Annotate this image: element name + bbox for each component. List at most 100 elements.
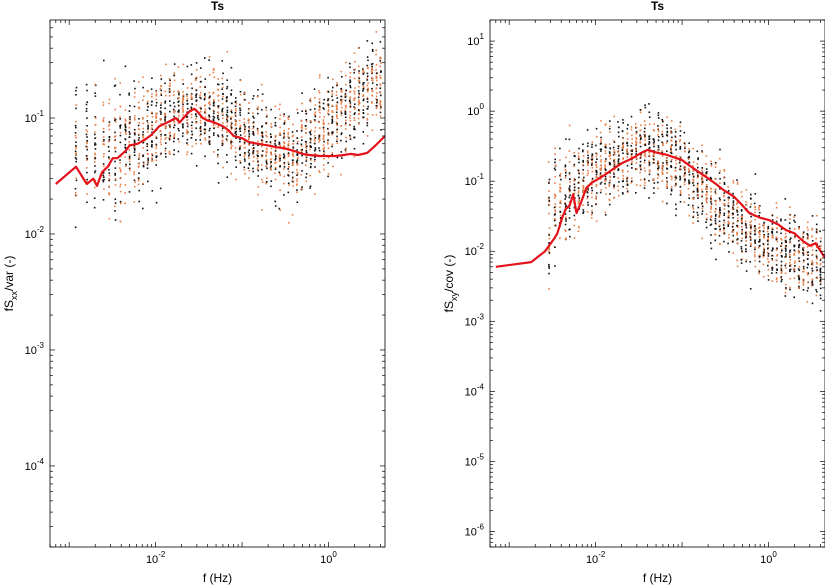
scatter-point (697, 166, 699, 169)
scatter-point (741, 195, 743, 198)
scatter-point (199, 119, 202, 122)
scatter-point (631, 142, 633, 145)
scatter-point (238, 148, 241, 151)
scatter-point (767, 251, 769, 254)
scatter-point (639, 138, 642, 141)
scatter-point (577, 194, 580, 197)
scatter-point (296, 163, 299, 166)
scatter-point (564, 198, 566, 200)
scatter-point (684, 147, 686, 150)
scatter-point (666, 177, 668, 179)
scatter-point (322, 144, 325, 146)
y-tick-label: 10-4 (465, 382, 485, 398)
scatter-point (750, 228, 752, 230)
scatter-point (714, 166, 717, 168)
scatter-point (736, 203, 738, 205)
scatter-point (605, 123, 607, 125)
scatter-point (257, 140, 259, 143)
scatter-point (656, 162, 659, 165)
scatter-point (767, 253, 770, 255)
scatter-point (195, 99, 198, 101)
scatter-point (125, 151, 127, 153)
scatter-point (732, 202, 735, 204)
scatter-point (340, 110, 343, 112)
scatter-point (710, 201, 712, 203)
scatter-point (749, 235, 751, 237)
scatter-point (248, 129, 250, 132)
scatter-point (221, 140, 224, 143)
scatter-point (234, 147, 237, 149)
scatter-point (657, 134, 659, 136)
scatter-point (705, 217, 708, 220)
scatter-point (353, 90, 356, 93)
scatter-point (719, 178, 721, 180)
scatter-point (626, 142, 628, 145)
scatter-point (732, 181, 735, 184)
scatter-point (375, 64, 378, 66)
scatter-point (159, 119, 162, 121)
scatter-point (340, 101, 343, 103)
scatter-point (371, 79, 374, 82)
scatter-point (582, 209, 585, 211)
scatter-point (124, 165, 127, 167)
scatter-point (173, 140, 175, 143)
scatter-point (653, 182, 656, 184)
scatter-point (710, 247, 713, 250)
scatter-point (705, 168, 708, 170)
scatter-point (688, 161, 691, 164)
scatter-point (767, 255, 770, 257)
scatter-point (142, 182, 144, 185)
scatter-point (600, 150, 602, 152)
scatter-point (230, 172, 233, 175)
scatter-point (332, 78, 334, 81)
scatter-point (226, 111, 229, 114)
scatter-point (634, 123, 637, 125)
scatter-point (670, 186, 673, 188)
scatter-point (762, 250, 765, 252)
scatter-point (292, 134, 294, 137)
scatter-point (200, 128, 202, 131)
scatter-point (710, 163, 713, 165)
scatter-point (181, 101, 184, 104)
scatter-point (600, 181, 603, 184)
scatter-point (688, 181, 691, 184)
scatter-point (336, 124, 339, 127)
scatter-point (666, 161, 668, 164)
scatter-point (318, 105, 321, 108)
scatter-point (345, 140, 347, 143)
scatter-point (776, 280, 778, 283)
scatter-point (564, 194, 567, 196)
scatter-point (169, 125, 171, 128)
scatter-point (114, 121, 117, 123)
scatter-point (353, 155, 356, 158)
scatter-point (569, 194, 571, 196)
scatter-point (740, 259, 743, 261)
scatter-point (617, 126, 620, 129)
scatter-point (151, 128, 154, 131)
scatter-point (288, 137, 290, 139)
scatter-point (732, 234, 734, 237)
scatter-point (371, 67, 373, 70)
scatter-point (670, 127, 672, 129)
scatter-point (754, 248, 756, 251)
scatter-point (247, 112, 250, 114)
scatter-point (353, 97, 355, 100)
scatter-point (332, 111, 334, 114)
scatter-point (247, 118, 250, 121)
scatter-point (802, 254, 805, 256)
scatter-point (103, 143, 105, 146)
scatter-point (590, 192, 593, 195)
scatter-point (128, 154, 131, 156)
scatter-point (788, 242, 791, 244)
scatter-point (147, 159, 149, 161)
scatter-point (635, 184, 638, 186)
scatter-point (617, 160, 620, 163)
scatter-point (331, 133, 334, 136)
scatter-point (816, 263, 818, 265)
scatter-point (318, 98, 321, 100)
scatter-point (279, 209, 281, 212)
scatter-point (674, 179, 677, 181)
scatter-point (375, 77, 378, 79)
scatter-point (750, 226, 752, 229)
scatter-point (103, 188, 105, 191)
